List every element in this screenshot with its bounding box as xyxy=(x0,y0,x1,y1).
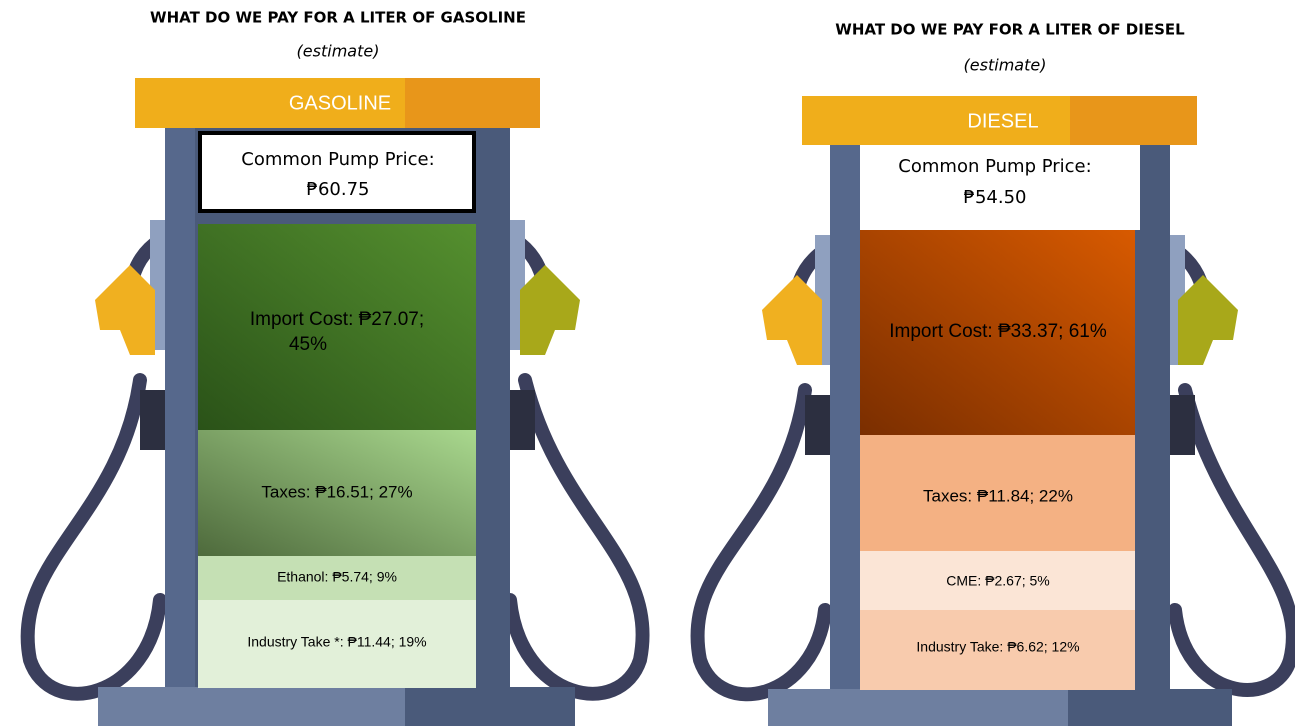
segment-label: 45% xyxy=(289,334,327,355)
price-label: Common Pump Price: xyxy=(241,149,434,170)
segment-label: Import Cost: ₱33.37; 61% xyxy=(889,321,1107,342)
price: ₱54.50 xyxy=(964,187,1027,208)
sign: GASOLINE xyxy=(289,92,391,114)
sign: DIESEL xyxy=(967,110,1038,132)
segment-label: Taxes: ₱11.84; 22% xyxy=(923,486,1073,505)
diesel-pump xyxy=(690,96,1295,726)
segment-label: CME: ₱2.67; 5% xyxy=(946,573,1050,589)
subtitle: (estimate) xyxy=(297,42,380,61)
title: WHAT DO WE PAY FOR A LITER OF DIESEL xyxy=(835,21,1185,39)
segment-label: Industry Take *: ₱11.44; 19% xyxy=(247,634,426,650)
segment-label: Ethanol: ₱5.74; 9% xyxy=(277,569,397,585)
segment-label: Industry Take: ₱6.62; 12% xyxy=(916,639,1079,655)
gasoline-pump xyxy=(20,78,650,726)
price-label: Common Pump Price: xyxy=(898,156,1091,177)
subtitle: (estimate) xyxy=(964,56,1047,75)
segment-label: Taxes: ₱16.51; 27% xyxy=(261,482,412,501)
segment-label: Import Cost: ₱27.07; xyxy=(250,309,424,330)
title: WHAT DO WE PAY FOR A LITER OF GASOLINE xyxy=(150,9,526,27)
price: ₱60.75 xyxy=(307,179,370,200)
